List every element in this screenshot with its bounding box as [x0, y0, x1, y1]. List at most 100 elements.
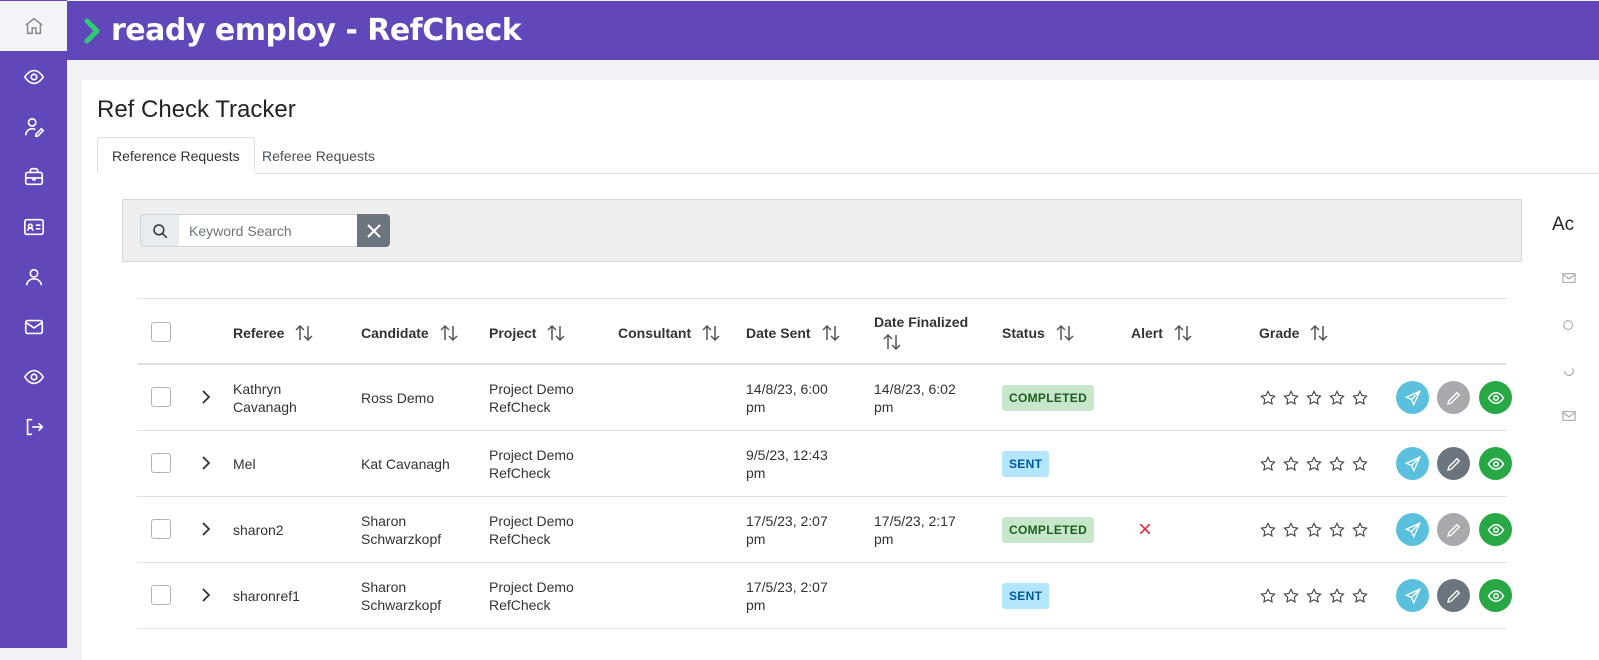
star-icon[interactable]: [1282, 587, 1300, 605]
column-header-alert[interactable]: Alert: [1131, 299, 1193, 366]
star-icon[interactable]: [1259, 455, 1277, 473]
search-icon[interactable]: [140, 214, 180, 247]
column-header-referee[interactable]: Referee: [233, 299, 314, 366]
chevron-right-icon[interactable]: [199, 520, 213, 538]
sidebar-item-edit-user[interactable]: [0, 102, 67, 152]
send-icon: [1404, 521, 1421, 538]
column-header-candidate[interactable]: Candidate: [361, 299, 459, 366]
sort-icon: [295, 324, 313, 341]
star-icon[interactable]: [1328, 455, 1346, 473]
send-button[interactable]: [1396, 381, 1429, 414]
column-header-date-sent[interactable]: Date Sent: [746, 299, 841, 366]
sidebar-item-mail[interactable]: [0, 302, 67, 352]
eye-icon: [1487, 391, 1504, 404]
sort-icon: [1174, 324, 1192, 341]
star-icon[interactable]: [1351, 587, 1369, 605]
view-button[interactable]: [1479, 381, 1512, 414]
sort-icon: [822, 324, 840, 341]
brand-chevron-icon: [84, 18, 100, 43]
row-checkbox[interactable]: [151, 453, 171, 473]
sort-icon: [440, 324, 458, 341]
column-header-grade[interactable]: Grade: [1259, 299, 1329, 366]
eye-icon: [23, 369, 44, 385]
cell-candidate: Kat Cavanagh: [361, 456, 450, 472]
send-icon: [1404, 587, 1421, 604]
column-header-consultant[interactable]: Consultant: [618, 299, 721, 366]
star-icon[interactable]: [1282, 455, 1300, 473]
column-header-status[interactable]: Status: [1002, 299, 1075, 366]
cell-candidate: Ross Demo: [361, 390, 435, 406]
edit-button[interactable]: [1437, 579, 1470, 612]
edit-button[interactable]: [1437, 447, 1470, 480]
cell-consultant: [618, 431, 728, 497]
star-icon[interactable]: [1259, 521, 1277, 539]
cell-consultant: [618, 497, 728, 563]
view-button[interactable]: [1479, 513, 1512, 546]
sidebar-item-profile[interactable]: [0, 252, 67, 302]
row-checkbox[interactable]: [151, 585, 171, 605]
star-icon[interactable]: [1351, 455, 1369, 473]
cell-referee: sharonref1: [233, 588, 300, 604]
view-button[interactable]: [1479, 447, 1512, 480]
clear-search-button[interactable]: [357, 214, 390, 247]
sort-icon: [1056, 324, 1074, 341]
table-row[interactable]: sharonref1 Sharon Schwarzkopf Project De…: [137, 563, 1512, 629]
star-icon[interactable]: [1282, 521, 1300, 539]
row-checkbox[interactable]: [151, 387, 171, 407]
star-icon[interactable]: [1305, 587, 1323, 605]
star-icon[interactable]: [1305, 521, 1323, 539]
table-row[interactable]: Mel Kat Cavanagh Project Demo RefCheck 9…: [137, 431, 1512, 497]
mail-icon[interactable]: [1562, 409, 1576, 423]
tab-reference-requests[interactable]: Reference Requests: [97, 137, 255, 174]
table-row[interactable]: Kathryn Cavanagh Ross Demo Project Demo …: [137, 365, 1512, 431]
sidebar-item-view-2[interactable]: [0, 352, 67, 402]
mail-icon[interactable]: [1562, 271, 1576, 285]
star-icon[interactable]: [1282, 389, 1300, 407]
send-button[interactable]: [1396, 579, 1429, 612]
cell-date-finalized: 17/5/23, 2:17 pm: [874, 513, 956, 547]
refresh-icon[interactable]: [1562, 364, 1576, 378]
sidebar-item-jobs[interactable]: [0, 152, 67, 202]
column-header-date-finalized[interactable]: Date Finalized: [874, 299, 968, 366]
view-button[interactable]: [1479, 579, 1512, 612]
star-icon[interactable]: [1328, 389, 1346, 407]
cell-date-sent: 14/8/23, 6:00 pm: [746, 381, 828, 415]
star-icon[interactable]: [1328, 587, 1346, 605]
select-all-checkbox[interactable]: [151, 322, 171, 342]
star-icon[interactable]: [1259, 587, 1277, 605]
star-icon[interactable]: [1305, 389, 1323, 407]
user-edit-icon: [24, 117, 44, 137]
star-icon[interactable]: [1351, 521, 1369, 539]
cell-candidate: Sharon Schwarzkopf: [361, 513, 442, 547]
cell-candidate: Sharon Schwarzkopf: [361, 579, 442, 613]
chevron-right-icon[interactable]: [199, 586, 213, 604]
star-icon[interactable]: [1259, 389, 1277, 407]
star-icon[interactable]: [1351, 389, 1369, 407]
edit-button[interactable]: [1437, 513, 1470, 546]
sidebar-item-view[interactable]: [0, 52, 67, 102]
tab-referee-requests[interactable]: Referee Requests: [262, 147, 375, 164]
sidebar-item-home[interactable]: [0, 1, 67, 51]
cell-project: Project Demo RefCheck: [489, 381, 574, 415]
sidebar: [0, 0, 67, 648]
search-icon[interactable]: [1562, 319, 1576, 333]
star-icon[interactable]: [1328, 521, 1346, 539]
table-row[interactable]: sharon2 Sharon Schwarzkopf Project Demo …: [137, 497, 1512, 563]
send-button[interactable]: [1396, 513, 1429, 546]
chevron-right-icon[interactable]: [199, 454, 213, 472]
star-icon[interactable]: [1305, 455, 1323, 473]
user-icon: [25, 268, 42, 286]
sidebar-item-logout[interactable]: [0, 402, 67, 452]
send-button[interactable]: [1396, 447, 1429, 480]
cell-project: Project Demo RefCheck: [489, 579, 574, 613]
sort-icon: [1310, 324, 1328, 341]
search-input[interactable]: [179, 214, 358, 247]
edit-button[interactable]: [1437, 381, 1470, 414]
eye-icon: [1487, 523, 1504, 536]
cell-status: SENT: [1002, 431, 1050, 497]
row-checkbox[interactable]: [151, 519, 171, 539]
chevron-right-icon[interactable]: [199, 388, 213, 406]
column-header-project[interactable]: Project: [489, 299, 566, 366]
ref-check-table: Referee Candidate Project Consultant Dat…: [137, 298, 1512, 629]
sidebar-item-cards[interactable]: [0, 202, 67, 252]
